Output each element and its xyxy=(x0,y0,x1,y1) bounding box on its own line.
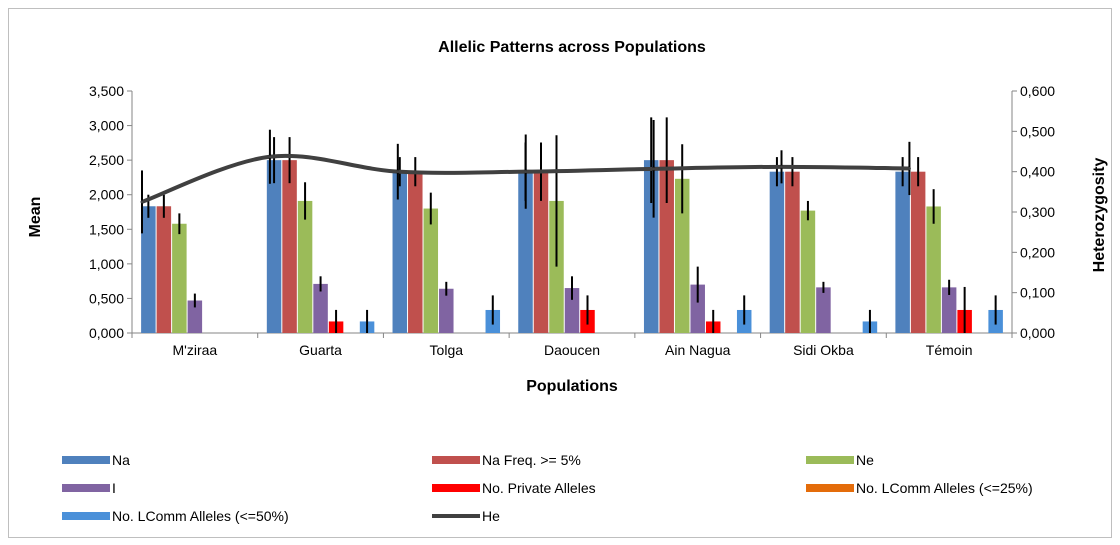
y-tick-label: 1,000 xyxy=(89,256,124,272)
he-point xyxy=(780,165,784,169)
legend-label: Ne xyxy=(856,452,874,468)
x-tick-label: Témoin xyxy=(926,342,973,358)
y-tick-label: 3,500 xyxy=(89,83,124,99)
legend-label: I xyxy=(112,480,116,496)
he-point xyxy=(396,170,400,174)
y-tick-label: 2,500 xyxy=(89,152,124,168)
chart-frame xyxy=(8,8,1112,538)
bar xyxy=(659,160,674,333)
y2-tick-label: 0,100 xyxy=(1020,285,1055,301)
he-point xyxy=(907,166,911,170)
bar xyxy=(313,283,328,333)
x-tick-label: M'ziraa xyxy=(173,342,218,358)
legend-swatch xyxy=(62,456,110,464)
x-tick-label: Sidi Okba xyxy=(793,342,854,358)
bar xyxy=(564,288,580,333)
bar xyxy=(266,160,282,333)
bar xyxy=(282,160,297,333)
y-axis-label: Mean xyxy=(27,197,44,238)
y-tick-label: 3,000 xyxy=(89,118,124,134)
x-tick-label: Daoucen xyxy=(544,342,600,358)
y2-axis-label: Heterozygosity xyxy=(1091,158,1108,273)
y-tick-label: 0,500 xyxy=(89,290,124,306)
he-point xyxy=(268,155,272,159)
y2-tick-label: 0,000 xyxy=(1020,325,1055,341)
legend-swatch xyxy=(806,456,854,464)
legend-label: Na xyxy=(112,452,130,468)
he-point xyxy=(652,167,656,171)
x-tick-label: Tolga xyxy=(430,342,464,358)
y-tick-label: 0,000 xyxy=(89,325,124,341)
legend-swatch xyxy=(432,456,480,464)
bar xyxy=(769,171,785,333)
bar xyxy=(439,288,454,333)
legend-swatch xyxy=(62,484,110,492)
bar xyxy=(800,210,816,333)
y2-tick-label: 0,300 xyxy=(1020,204,1055,220)
he-point xyxy=(524,170,528,174)
bar xyxy=(910,171,926,333)
legend-label: He xyxy=(482,508,500,524)
legend-label: No. Private Alleles xyxy=(482,480,596,496)
legend-swatch xyxy=(806,484,854,492)
bar xyxy=(408,171,423,333)
y-tick-label: 1,500 xyxy=(89,221,124,237)
bar xyxy=(172,223,187,333)
bar xyxy=(785,171,800,333)
bar xyxy=(156,206,172,333)
y2-tick-label: 0,600 xyxy=(1020,83,1055,99)
legend-label: No. LComm Alleles (<=50%) xyxy=(112,508,289,524)
x-axis-label: Populations xyxy=(526,378,618,395)
bar xyxy=(533,171,549,333)
he-point xyxy=(140,200,144,204)
x-tick-label: Guarta xyxy=(299,342,342,358)
y2-tick-label: 0,400 xyxy=(1020,164,1055,180)
bar xyxy=(816,287,831,333)
bar xyxy=(187,300,203,333)
bar xyxy=(392,171,408,333)
legend-swatch xyxy=(62,512,110,520)
bar xyxy=(549,200,564,333)
bar xyxy=(643,160,659,333)
legend-label: No. LComm Alleles (<=25%) xyxy=(856,480,1033,496)
bar xyxy=(895,171,910,333)
chart-title: Allelic Patterns across Populations xyxy=(438,39,706,56)
legend-swatch xyxy=(432,484,480,492)
bar xyxy=(674,178,690,333)
bar xyxy=(926,206,941,333)
bar xyxy=(941,287,957,333)
bar xyxy=(297,200,313,333)
y2-tick-label: 0,500 xyxy=(1020,123,1055,139)
y-tick-label: 2,000 xyxy=(89,187,124,203)
y2-tick-label: 0,200 xyxy=(1020,244,1055,260)
bar xyxy=(518,171,533,333)
bar xyxy=(690,284,705,333)
bar xyxy=(141,206,156,333)
legend-label: Na Freq. >= 5% xyxy=(482,452,581,468)
x-tick-label: Ain Nagua xyxy=(665,342,731,358)
bar xyxy=(423,208,439,333)
